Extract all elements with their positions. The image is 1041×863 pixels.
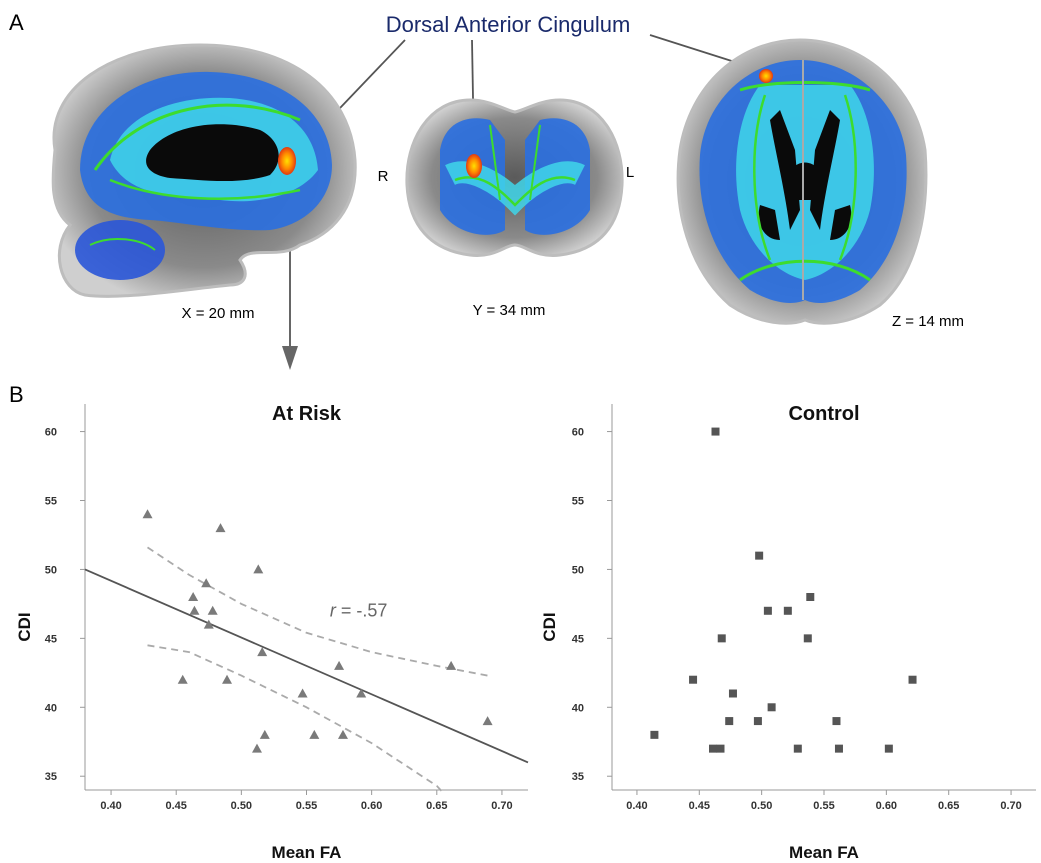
data-point	[259, 729, 270, 739]
data-point	[309, 729, 320, 739]
sagittal-brain-image	[51, 43, 357, 298]
data-point	[215, 523, 226, 533]
data-point	[803, 634, 812, 643]
y-tick-label: 35	[45, 771, 57, 783]
axial-brain-image	[676, 38, 928, 325]
data-point	[253, 564, 264, 574]
x-tick-label: 0.65	[426, 800, 447, 812]
data-point	[834, 744, 843, 753]
x-tick-label: 0.60	[361, 800, 382, 812]
cluster-sagittal	[278, 147, 296, 175]
data-point	[334, 660, 345, 670]
y-tick-label: 40	[572, 702, 584, 714]
caption-sagittal: X = 20 mm	[182, 305, 255, 322]
data-point	[783, 606, 792, 615]
y-tick-label: 55	[572, 496, 584, 508]
y-tick-label: 50	[572, 564, 584, 576]
correlation-symbol: r	[330, 600, 337, 620]
y-axis-label: CDI	[540, 612, 559, 641]
data-point	[753, 717, 762, 726]
data-point	[142, 509, 153, 519]
coronal-brain-image	[405, 98, 624, 257]
data-point	[257, 647, 268, 657]
data-point	[189, 605, 200, 615]
y-axis-label: CDI	[15, 612, 34, 641]
x-tick-label: 0.65	[938, 800, 959, 812]
y-tick-label: 35	[572, 771, 584, 783]
data-point	[207, 605, 218, 615]
chart-title: Control	[788, 403, 859, 425]
at-risk-scatter-chart: 0.40 0.45 0.50 0.55 0.60 0.65 0.70 35 40 45 50 55 60…	[15, 403, 529, 862]
x-tick-label: 0.60	[876, 800, 897, 812]
data-point	[689, 675, 698, 684]
data-point	[884, 744, 893, 753]
data-point	[908, 675, 917, 684]
data-point	[709, 744, 718, 753]
x-tick-label: 0.40	[626, 800, 647, 812]
cluster-axial	[759, 69, 773, 83]
data-point	[755, 551, 764, 560]
correlation-value: = -.57	[336, 600, 388, 620]
x-tick-label: 0.55	[813, 800, 834, 812]
data-point	[188, 592, 199, 601]
data-point	[356, 688, 367, 698]
ci-lower-line	[147, 644, 444, 794]
data-point	[728, 689, 737, 698]
y-tick-label: 60	[45, 427, 57, 439]
y-tick-label: 45	[45, 633, 57, 645]
regression-line	[84, 568, 529, 764]
label-left: L	[626, 164, 634, 181]
panel-a-label: A	[9, 10, 24, 35]
x-tick-label: 0.50	[231, 800, 252, 812]
data-point	[650, 730, 659, 739]
x-tick-label: 0.45	[689, 800, 710, 812]
chart-title: At Risk	[272, 403, 342, 425]
y-tick-label: 45	[572, 633, 584, 645]
data-point	[297, 688, 308, 698]
data-point	[767, 703, 776, 712]
data-point	[337, 729, 348, 739]
x-tick-label: 0.70	[491, 800, 512, 812]
data-point	[177, 674, 188, 684]
data-point	[725, 717, 734, 726]
data-point	[711, 427, 720, 436]
x-tick-label: 0.45	[165, 800, 186, 812]
region-title: Dorsal Anterior Cingulum	[386, 12, 631, 37]
y-tick-label: 55	[45, 496, 57, 508]
y-tick-label: 40	[45, 702, 57, 714]
data-point	[832, 717, 841, 726]
data-point	[793, 744, 802, 753]
data-point	[482, 716, 493, 726]
data-point	[222, 674, 233, 684]
x-tick-label: 0.55	[296, 800, 317, 812]
data-point	[717, 634, 726, 643]
x-tick-label: 0.40	[100, 800, 121, 812]
data-point	[806, 593, 815, 601]
correlation-annotation: r = -.57	[330, 600, 388, 620]
ci-upper-line	[147, 546, 488, 677]
data-point	[446, 660, 457, 670]
data-point	[763, 606, 772, 615]
caption-axial: Z = 14 mm	[892, 313, 964, 330]
arrowhead-icon	[282, 346, 298, 370]
y-tick-label: 60	[572, 427, 584, 439]
caption-coronal: Y = 34 mm	[473, 302, 546, 319]
y-tick-label: 50	[45, 564, 57, 576]
cluster-coronal	[466, 154, 482, 178]
data-point	[201, 578, 212, 588]
label-right: R	[378, 168, 389, 185]
control-scatter-chart: 0.40 0.45 0.50 0.55 0.60 0.65 0.70 35 40 45 50 55 60…	[540, 403, 1036, 862]
x-axis-label: Mean FA	[272, 843, 342, 862]
data-point	[251, 743, 262, 753]
panel-b-label: B	[9, 382, 24, 407]
x-tick-label: 0.50	[751, 800, 772, 812]
data-point	[203, 619, 214, 629]
x-axis-label: Mean FA	[789, 843, 859, 862]
data-point	[716, 744, 725, 753]
x-tick-label: 0.70	[1000, 800, 1021, 812]
